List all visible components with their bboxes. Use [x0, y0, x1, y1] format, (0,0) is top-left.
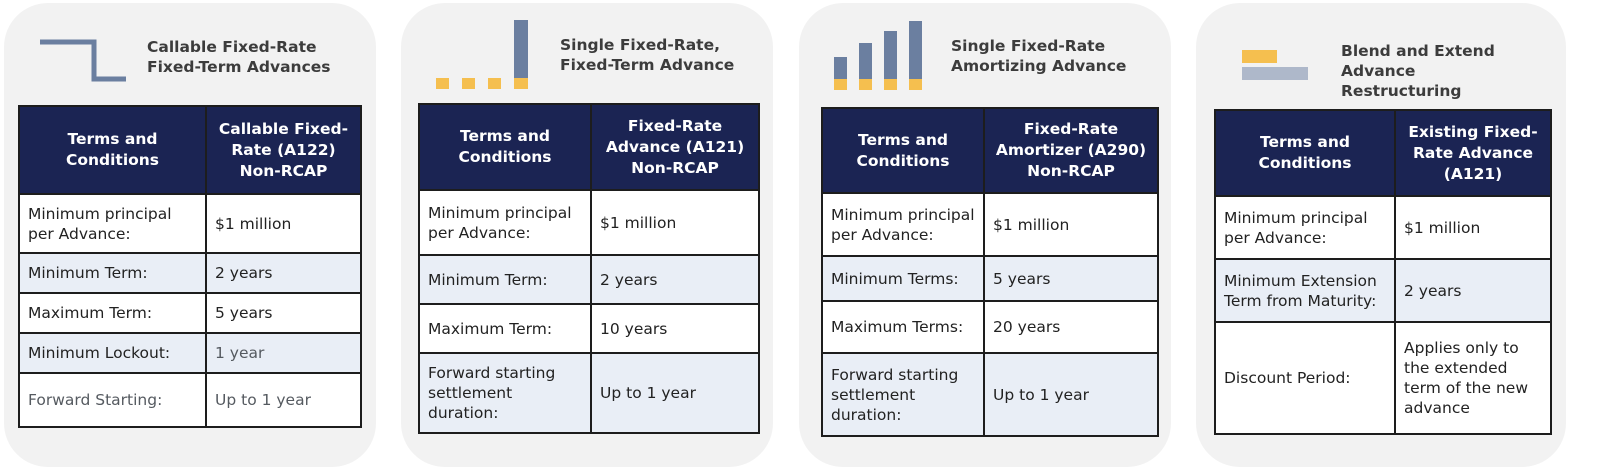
- card-callable-fixed-rate: Callable Fixed-Rate Fixed-Term Advances …: [4, 3, 376, 467]
- row-label: Discount Period:: [1214, 321, 1396, 435]
- row-label: Minimum principal per Advance:: [1214, 195, 1396, 260]
- table-row: Forward starting settlement duration: Up…: [821, 352, 1159, 437]
- row-value: 2 years: [1394, 258, 1552, 323]
- row-value: 5 years: [205, 292, 362, 334]
- card-blend-and-extend: Blend and Extend Advance Restructuring T…: [1196, 3, 1566, 467]
- table-row: Minimum Extension Term from Maturity: 2 …: [1214, 258, 1552, 323]
- row-label: Minimum Term:: [418, 254, 592, 305]
- row-value: Up to 1 year: [590, 352, 760, 434]
- table-row: Minimum principal per Advance: $1 millio…: [821, 192, 1159, 257]
- table-row: Minimum Term: 2 years: [418, 254, 760, 305]
- card-title: Callable Fixed-Rate Fixed-Term Advances: [147, 38, 331, 76]
- row-label: Maximum Term:: [418, 303, 592, 354]
- row-label: Maximum Terms:: [821, 300, 985, 354]
- row-value: Up to 1 year: [205, 372, 362, 428]
- row-label: Minimum principal per Advance:: [18, 193, 207, 254]
- row-label: Forward Starting:: [18, 372, 207, 428]
- row-label: Minimum principal per Advance:: [821, 192, 985, 257]
- blend-extend-bars-icon: [1242, 50, 1308, 80]
- header-product: Fixed-Rate Amortizer (A290) Non-RCAP: [983, 107, 1159, 194]
- row-label: Forward starting settlement duration:: [821, 352, 985, 437]
- table-row: Maximum Terms: 20 years: [821, 300, 1159, 354]
- table-row: Minimum principal per Advance: $1 millio…: [18, 193, 362, 254]
- header-product: Existing Fixed-Rate Advance (A121): [1394, 109, 1552, 197]
- terms-table: Terms and Conditions Existing Fixed-Rate…: [1214, 109, 1552, 435]
- card-title: Single Fixed-Rate Amortizing Advance: [951, 37, 1127, 75]
- table-row: Minimum Terms: 5 years: [821, 255, 1159, 302]
- header-terms: Terms and Conditions: [418, 103, 592, 191]
- table-row: Maximum Term: 5 years: [18, 292, 362, 334]
- row-label: Minimum Extension Term from Maturity:: [1214, 258, 1396, 323]
- table-row: Maximum Term: 10 years: [418, 303, 760, 354]
- card-title: Blend and Extend Advance Restructuring: [1341, 42, 1495, 100]
- header-terms: Terms and Conditions: [821, 107, 985, 194]
- row-value: 1 year: [205, 332, 362, 374]
- header-product: Fixed-Rate Advance (A121) Non-RCAP: [590, 103, 760, 191]
- card-single-fixed-rate: Single Fixed-Rate, Fixed-Term Advance Te…: [401, 3, 773, 467]
- terms-table: Terms and Conditions Fixed-Rate Advance …: [418, 103, 760, 434]
- row-value: Applies only to the extended term of the…: [1394, 321, 1552, 435]
- row-label: Forward starting settlement duration:: [418, 352, 592, 434]
- row-label: Maximum Term:: [18, 292, 207, 334]
- row-value: $1 million: [1394, 195, 1552, 260]
- table-row: Forward starting settlement duration: Up…: [418, 352, 760, 434]
- card-single-fixed-rate-amortizing: Single Fixed-Rate Amortizing Advance Ter…: [799, 3, 1171, 467]
- row-value: 5 years: [983, 255, 1159, 302]
- terms-table: Terms and Conditions Callable Fixed-Rate…: [18, 105, 362, 428]
- terms-table: Terms and Conditions Fixed-Rate Amortize…: [821, 107, 1159, 437]
- table-row: Minimum principal per Advance: $1 millio…: [1214, 195, 1552, 260]
- row-value: $1 million: [590, 189, 760, 256]
- table-row: Minimum Lockout: 1 year: [18, 332, 362, 374]
- header-product: Callable Fixed-Rate (A122) Non-RCAP: [205, 105, 362, 195]
- row-value: 2 years: [205, 252, 362, 294]
- row-label: Minimum principal per Advance:: [418, 189, 592, 256]
- step-down-line-icon: [40, 39, 126, 82]
- row-label: Minimum Term:: [18, 252, 207, 294]
- table-row: Discount Period: Applies only to the ext…: [1214, 321, 1552, 435]
- row-label: Minimum Lockout:: [18, 332, 207, 374]
- header-terms: Terms and Conditions: [18, 105, 207, 195]
- row-value: $1 million: [205, 193, 362, 254]
- card-title: Single Fixed-Rate, Fixed-Term Advance: [560, 36, 735, 74]
- row-value: 20 years: [983, 300, 1159, 354]
- table-row: Minimum Term: 2 years: [18, 252, 362, 294]
- row-value: Up to 1 year: [983, 352, 1159, 437]
- row-value: $1 million: [983, 192, 1159, 257]
- amortizing-bars-icon: [834, 21, 922, 90]
- bullet-payment-bars-icon: [436, 20, 528, 89]
- row-value: 2 years: [590, 254, 760, 305]
- row-value: 10 years: [590, 303, 760, 354]
- table-row: Minimum principal per Advance: $1 millio…: [418, 189, 760, 256]
- header-terms: Terms and Conditions: [1214, 109, 1396, 197]
- row-label: Minimum Terms:: [821, 255, 985, 302]
- table-row: Forward Starting: Up to 1 year: [18, 372, 362, 428]
